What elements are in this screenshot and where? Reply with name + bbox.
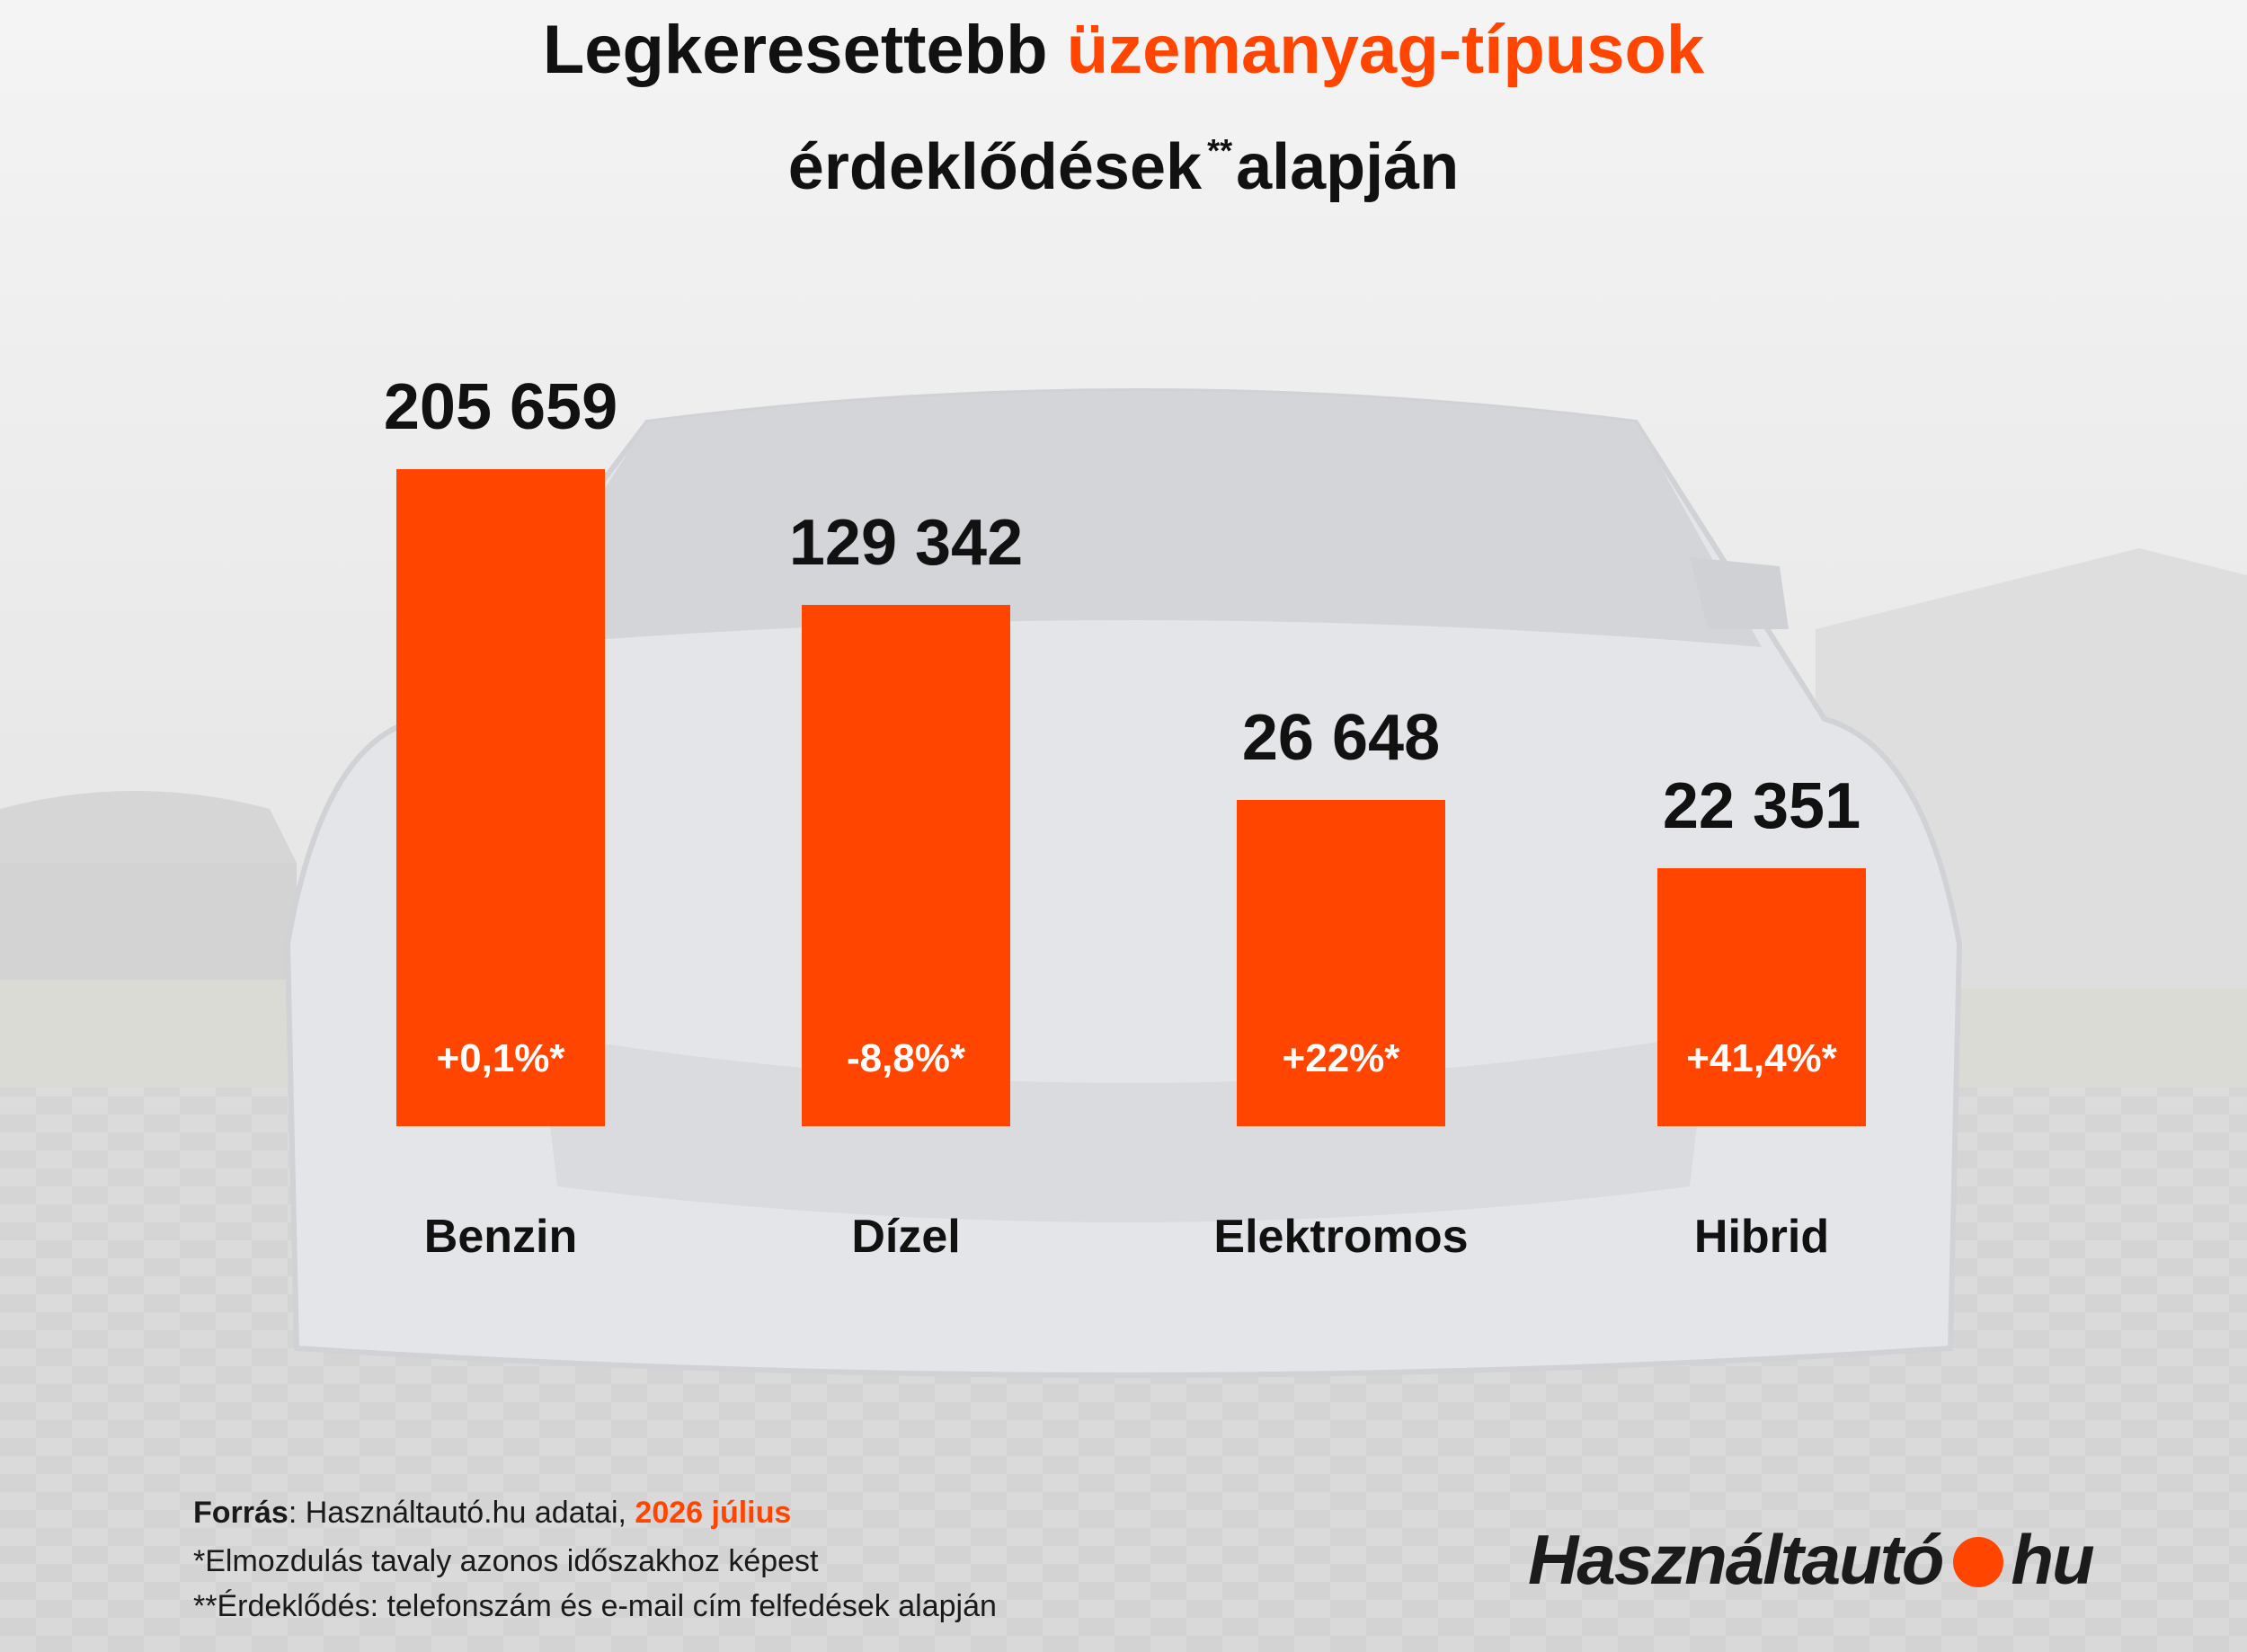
subtitle-footnote-mark: ** bbox=[1207, 132, 1233, 169]
subtitle-part-1: érdeklődések bbox=[787, 131, 1203, 203]
subtitle-part-2: alapján bbox=[1236, 131, 1460, 203]
chart-subtitle: érdeklődések **alapján bbox=[0, 108, 2247, 210]
change-label-dízel: -8,8%* bbox=[847, 1036, 966, 1080]
value-label-dízel: 129 342 bbox=[789, 507, 1023, 579]
category-label-elektromos: Elektromos bbox=[1213, 1211, 1468, 1263]
bar-dízel bbox=[802, 605, 1010, 1126]
source-label: Forrás bbox=[193, 1496, 289, 1530]
title-part-2: üzemanyag-típusok bbox=[1066, 12, 1705, 88]
source-date: 2026 július bbox=[635, 1496, 792, 1530]
source-text: : Használtautó.hu adatai, bbox=[288, 1496, 635, 1530]
footnote-1: *Elmozdulás tavaly azonos időszakhoz kép… bbox=[193, 1544, 819, 1578]
logo-text-left: Használtautó bbox=[1528, 1520, 1944, 1599]
value-label-benzin: 205 659 bbox=[384, 371, 617, 443]
footnote-2: **Érdeklődés: telefonszám és e-mail cím … bbox=[193, 1589, 997, 1623]
category-label-hibrid: Hibrid bbox=[1694, 1211, 1829, 1263]
change-label-elektromos: +22%* bbox=[1283, 1036, 1401, 1080]
brand-logo: Használtautó hu bbox=[1528, 1519, 2095, 1600]
logo-text-right: hu bbox=[2011, 1520, 2094, 1599]
change-label-hibrid: +41,4%* bbox=[1686, 1036, 1837, 1080]
bar-hibrid bbox=[1657, 868, 1866, 1126]
title-part-1: Legkeresettebb bbox=[542, 12, 1048, 88]
bar-benzin bbox=[396, 469, 605, 1126]
category-label-benzin: Benzin bbox=[424, 1211, 577, 1263]
value-label-hibrid: 22 351 bbox=[1663, 770, 1861, 842]
bar-elektromos bbox=[1237, 800, 1445, 1126]
category-label-dízel: Dízel bbox=[851, 1211, 960, 1263]
value-label-elektromos: 26 648 bbox=[1242, 702, 1440, 774]
source-line: Forrás: Használtautó.hu adatai, 2026 júl… bbox=[193, 1496, 791, 1531]
logo-dot-icon bbox=[1953, 1537, 2004, 1587]
chart-title: Legkeresettebb üzemanyag-típusok bbox=[0, 7, 2247, 93]
change-label-benzin: +0,1%* bbox=[436, 1036, 565, 1080]
